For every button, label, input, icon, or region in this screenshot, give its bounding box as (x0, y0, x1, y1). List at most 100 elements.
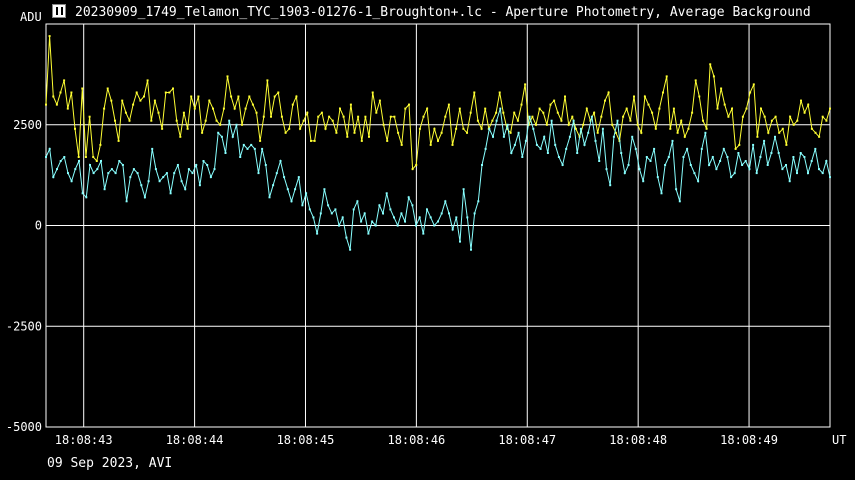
data-point (389, 115, 392, 118)
data-point (781, 168, 784, 171)
data-point (74, 127, 76, 130)
data-point (335, 131, 338, 134)
data-point (623, 172, 626, 175)
data-point (165, 172, 168, 175)
data-point (506, 123, 509, 126)
data-point (770, 119, 773, 122)
data-point (320, 111, 323, 114)
data-point (150, 119, 153, 122)
data-point (554, 143, 557, 146)
data-point (393, 216, 395, 219)
data-point (495, 119, 498, 122)
data-point (375, 111, 378, 114)
data-point (415, 164, 418, 166)
data-point (444, 115, 447, 118)
data-point (415, 224, 417, 227)
data-point (283, 176, 286, 179)
data-point (774, 135, 776, 138)
data-point (741, 115, 744, 118)
data-point (187, 168, 190, 171)
data-point (404, 107, 407, 110)
app-icon[interactable] (52, 4, 66, 18)
data-point (691, 111, 694, 114)
data-point (261, 147, 264, 150)
data-point (385, 192, 388, 195)
data-point (106, 87, 109, 90)
data-point (545, 123, 548, 126)
data-point (796, 172, 798, 175)
data-point (157, 111, 160, 114)
data-point (290, 200, 293, 203)
data-point (59, 91, 62, 94)
data-point (633, 95, 635, 98)
data-point (45, 156, 47, 158)
data-point (266, 79, 269, 82)
data-point (506, 127, 508, 130)
data-point (226, 75, 229, 78)
data-point (191, 172, 194, 175)
data-point (447, 103, 450, 106)
x-tick-label: 18:08:43 (55, 433, 113, 447)
data-point (745, 107, 748, 110)
data-point (631, 135, 634, 138)
data-point (114, 172, 117, 175)
data-point (553, 99, 556, 102)
x-tick-label: 18:08:48 (609, 433, 667, 447)
data-point (371, 91, 374, 94)
data-point (418, 216, 421, 219)
data-point (789, 115, 792, 118)
data-point (625, 107, 628, 110)
data-point (720, 87, 723, 90)
data-point (693, 172, 696, 175)
x-tick-label: 18:08:46 (387, 433, 445, 447)
data-point (128, 119, 131, 122)
data-point (132, 168, 135, 171)
data-point (792, 123, 795, 126)
data-point (470, 248, 472, 251)
data-point (63, 79, 66, 82)
data-point (531, 115, 534, 118)
data-point (749, 91, 752, 94)
data-point (259, 139, 262, 142)
data-point (319, 212, 322, 215)
data-point (246, 147, 249, 150)
data-point (277, 91, 280, 94)
data-point (153, 99, 156, 102)
data-point (607, 91, 610, 94)
data-point (594, 139, 597, 142)
data-point (576, 152, 579, 154)
data-point (110, 99, 113, 102)
data-point (638, 168, 641, 171)
data-point (653, 147, 656, 150)
data-point (484, 147, 487, 150)
y-tick-label: 0 (35, 219, 42, 233)
data-point (295, 95, 298, 98)
data-point (778, 131, 781, 134)
data-point (572, 119, 575, 122)
data-point (821, 115, 824, 118)
data-point (426, 208, 428, 211)
data-point (316, 232, 319, 235)
data-point (230, 95, 233, 98)
data-point (462, 127, 465, 130)
data-point (367, 232, 370, 235)
data-point (382, 212, 384, 215)
data-point (756, 135, 759, 138)
data-point (473, 91, 476, 94)
data-point (345, 236, 348, 239)
data-point (184, 188, 187, 191)
data-point (190, 95, 193, 98)
data-point (731, 107, 733, 110)
data-point (818, 168, 820, 171)
data-point (132, 103, 135, 106)
data-point (704, 131, 707, 134)
data-point (455, 216, 458, 219)
data-point (645, 156, 648, 158)
data-point (723, 103, 726, 106)
data-point (509, 131, 512, 134)
data-point (437, 139, 439, 142)
data-point (262, 115, 265, 118)
data-point (759, 156, 762, 158)
data-point (270, 115, 272, 118)
data-point (821, 172, 824, 175)
